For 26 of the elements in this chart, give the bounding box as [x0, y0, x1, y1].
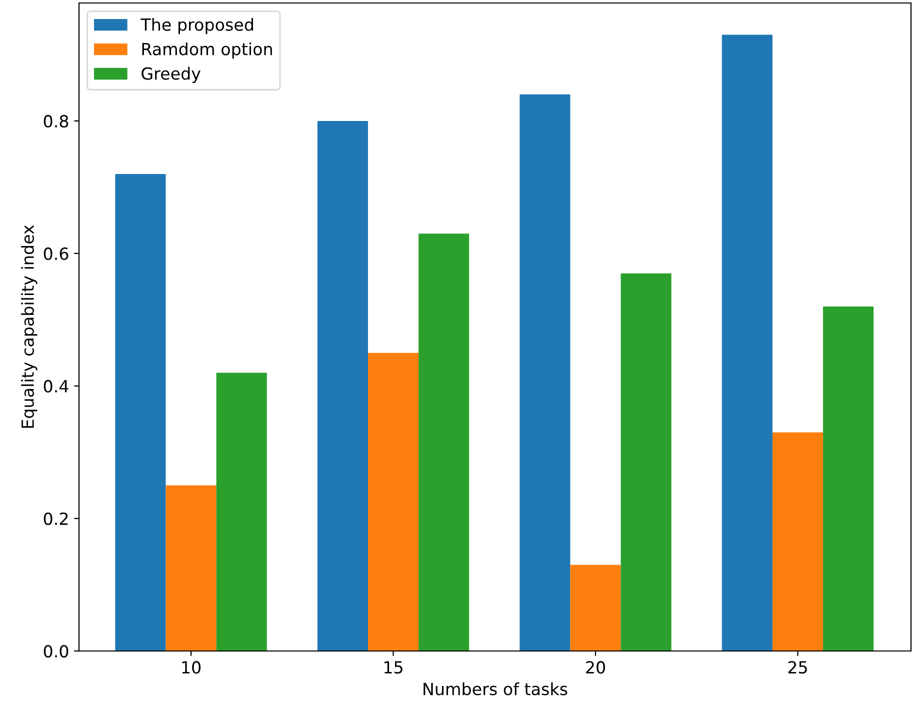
- y-tick-label: 0.0: [44, 644, 68, 658]
- legend-label: The proposed: [140, 18, 253, 34]
- bar: [216, 372, 267, 651]
- bar: [722, 34, 772, 651]
- bar: [620, 273, 672, 651]
- x-tick-label: 25: [788, 661, 807, 674]
- y-tick-label: 0.2: [44, 512, 68, 526]
- legend-label: Ramdom option: [142, 42, 272, 59]
- bar: [317, 120, 368, 651]
- x-axis-title: Numbers of tasks: [424, 682, 568, 696]
- y-tick-label: 0.6: [44, 247, 68, 260]
- x-tick-label: 20: [586, 661, 606, 674]
- bar: [520, 94, 570, 651]
- bar: [418, 234, 470, 651]
- x-tick-label: 10: [182, 661, 201, 674]
- x-tick-label: 15: [384, 661, 402, 674]
- legend-label: Greedy: [142, 66, 201, 84]
- y-tick-label: 0.8: [44, 114, 68, 128]
- y-axis-title: Equality capability index: [21, 225, 38, 428]
- bar: [166, 485, 216, 651]
- bar: [368, 352, 419, 651]
- bar: [823, 306, 874, 651]
- bar: [772, 432, 824, 651]
- bar: [570, 564, 621, 651]
- y-tick-label: 0.4: [44, 380, 68, 393]
- bar: [115, 174, 166, 651]
